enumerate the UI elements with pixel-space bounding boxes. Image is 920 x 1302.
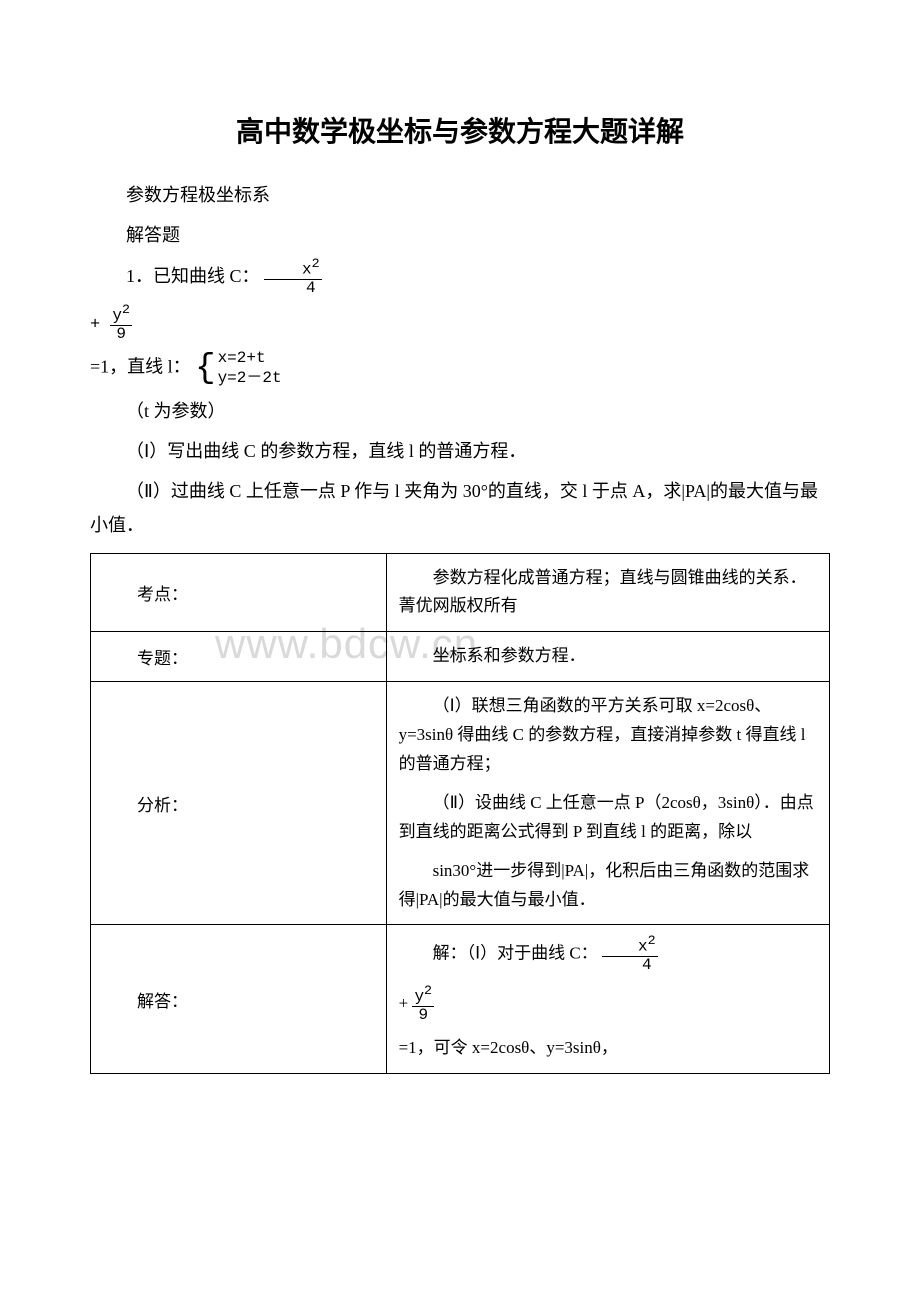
table-row: 分析： （Ⅰ）联想三角函数的平方关系可取 x=2cosθ、y=3sinθ 得曲线… (91, 682, 830, 925)
frac-x2-4-b: x2 4 (602, 935, 658, 975)
eq1-prefix: =1，直线 l： (90, 357, 191, 377)
solution-table: 考点： 参数方程化成普通方程；直线与圆锥曲线的关系．菁优网版权所有 专题： 坐标… (90, 553, 830, 1075)
cell-fenxi-content: （Ⅰ）联想三角函数的平方关系可取 x=2cosθ、y=3sinθ 得曲线 C 的… (386, 682, 829, 925)
q1-line-2: + y2 9 (90, 304, 830, 344)
intro-line-2: 解答题 (90, 218, 830, 252)
table-row: 解答： 解：（Ⅰ）对于曲线 C： x2 4 + y2 9 (91, 925, 830, 1074)
cell-zhuanti-content: 坐标系和参数方程． (386, 632, 829, 682)
q1-line-1: 1．已知曲线 C： x2 4 (90, 258, 830, 298)
frac-y2-9: y2 9 (110, 304, 132, 344)
table-row: 专题： 坐标系和参数方程． (91, 632, 830, 682)
sys-row-1: x=2+t (218, 349, 282, 368)
cell-zhuanti-label: 专题： (91, 632, 387, 682)
frac-x2-4: x2 4 (264, 258, 322, 298)
plus-sign: + (90, 315, 100, 334)
param-system: { x=2+t y=2－2t (195, 349, 281, 387)
frac-y2-9-b: y2 9 (412, 985, 434, 1025)
table-row: 考点： 参数方程化成普通方程；直线与圆锥曲线的关系．菁优网版权所有 (91, 553, 830, 632)
jieda-text-a: 解：（Ⅰ）对于曲线 C： (433, 944, 598, 963)
cell-kaodian-content: 参数方程化成普通方程；直线与圆锥曲线的关系．菁优网版权所有 (386, 553, 829, 632)
cell-jieda-label: 解答： (91, 925, 387, 1074)
sys-row-2: y=2－2t (218, 369, 282, 388)
cell-kaodian-label: 考点： (91, 553, 387, 632)
q1-line-3: =1，直线 l： { x=2+t y=2－2t (90, 349, 830, 387)
cell-jieda-content: 解：（Ⅰ）对于曲线 C： x2 4 + y2 9 =1，可令 x=2cos (386, 925, 829, 1074)
cell-fenxi-label: 分析： (91, 682, 387, 925)
intro-line-1: 参数方程极坐标系 (90, 178, 830, 212)
q1-prefix: 1．已知曲线 C： (126, 266, 260, 286)
plus-sign-b: + (399, 994, 409, 1013)
part-1: （Ⅰ）写出曲线 C 的参数方程，直线 l 的普通方程． (90, 434, 830, 468)
page-title: 高中数学极坐标与参数方程大题详解 (90, 110, 830, 150)
t-note: （t 为参数） (90, 394, 830, 428)
part-2: （Ⅱ）过曲线 C 上任意一点 P 作与 l 夹角为 30°的直线，交 l 于点 … (90, 474, 830, 542)
